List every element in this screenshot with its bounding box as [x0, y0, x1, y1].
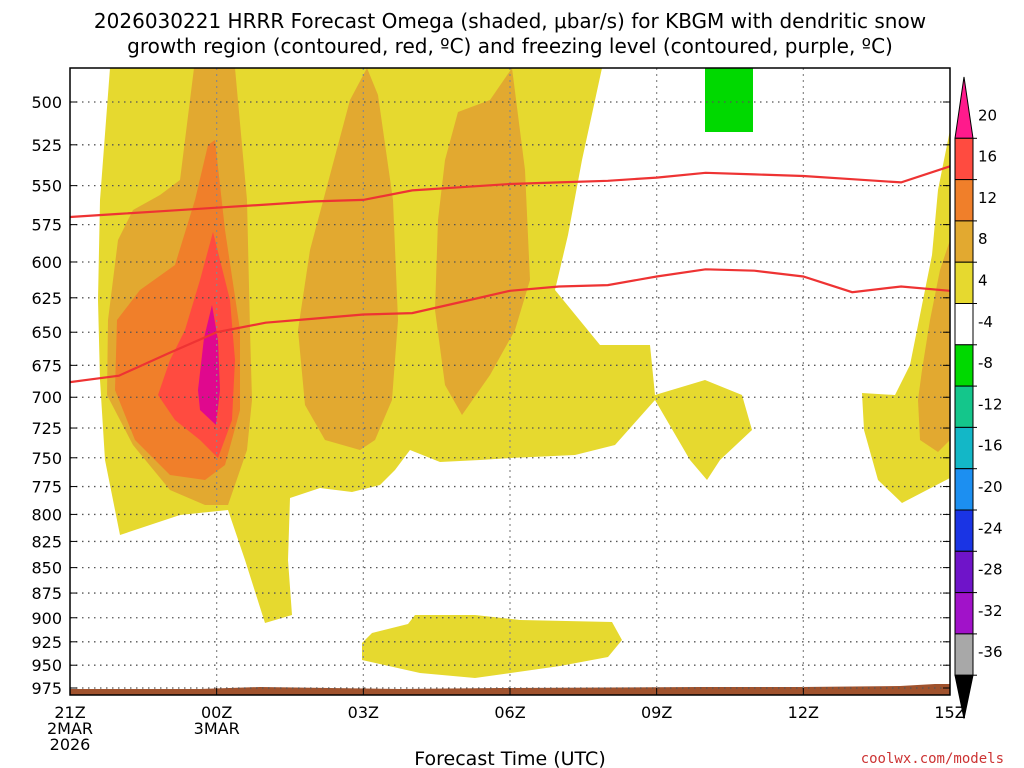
omega-band-4-8 — [98, 68, 752, 623]
y-tick-label: 625 — [31, 289, 62, 308]
dgz-upper-contour — [70, 165, 950, 219]
omega-shading — [70, 68, 950, 695]
y-tick-label: 875 — [31, 584, 62, 603]
colorbar-swatch — [954, 137, 974, 181]
colorbar-cap-bottom — [954, 674, 974, 719]
y-tick-label: 725 — [31, 419, 62, 438]
colorbar-label: -12 — [978, 395, 1003, 413]
colorbar-swatch — [954, 220, 974, 263]
colorbar-swatch — [954, 385, 974, 428]
colorbar-label: -20 — [978, 478, 1003, 496]
colorbar-label: -32 — [978, 602, 1003, 620]
colorbar-label: -8 — [978, 354, 993, 372]
grid-lines — [69, 68, 951, 695]
chart-title-line2: growth region (contoured, red, ºC) and f… — [127, 34, 893, 58]
colorbar-label: 4 — [978, 272, 988, 290]
y-tick-label: 675 — [31, 356, 62, 375]
colorbar-label: -28 — [978, 561, 1003, 579]
y-tick-label: 800 — [31, 505, 62, 524]
plot-frame — [69, 67, 951, 696]
colorbar-swatch — [954, 550, 974, 594]
y-tick-label: 900 — [31, 609, 62, 628]
y-tick-label: 500 — [31, 93, 62, 112]
x-axis-title: Forecast Time (UTC) — [414, 748, 605, 768]
omega-band-4-8-low — [362, 615, 622, 678]
colorbar-cap-top — [954, 76, 974, 139]
colorbar-label: 8 — [978, 230, 988, 248]
x-tick-label: 12Z — [788, 703, 819, 722]
x-tick-label: 09Z — [641, 703, 672, 722]
x-tick-label: 00Z — [201, 703, 232, 722]
x-tick-label: 06Z — [494, 703, 525, 722]
y-tick-label: 550 — [31, 177, 62, 196]
y-tick-label: 575 — [31, 216, 62, 235]
colorbar-swatch — [954, 261, 974, 305]
colorbar-swatch — [954, 509, 974, 552]
colorbar-swatch — [954, 468, 974, 511]
credit-text: coolwx.com/models — [861, 751, 1004, 767]
colorbar-swatch — [954, 303, 974, 346]
colorbar-label: -16 — [978, 437, 1003, 455]
omega-band-8-12-right — [918, 240, 950, 452]
y-tick-label: 975 — [31, 679, 62, 698]
y-tick-label: 700 — [31, 388, 62, 407]
y-tick-label: 650 — [31, 323, 62, 342]
omega-band-8-12-c — [435, 68, 530, 415]
colorbar-swatch — [954, 179, 974, 222]
x-tick-label: 2026 — [50, 735, 91, 754]
y-tick-label: 750 — [31, 449, 62, 468]
chart-title-line1: 2026030221 HRRR Forecast Omega (shaded, … — [94, 9, 926, 33]
omega-band-minus-8 — [705, 68, 753, 132]
colorbar-legend: 20 16 12 8 4 -4 -8 -12 -16 -20 -24 -28 -32 -36 — [954, 76, 1003, 719]
x-tick-label: 03Z — [348, 703, 379, 722]
x-tick-label: 21Z — [54, 703, 85, 722]
y-axis-pressure-labels: 500 525 550 575 600 625 650 675 700 725 750 775 800 8… — [31, 93, 62, 698]
y-tick-label: 600 — [31, 253, 62, 272]
colorbar-label: -36 — [978, 643, 1003, 661]
colorbar-label: -24 — [978, 519, 1003, 537]
y-tick-label: 825 — [31, 532, 62, 551]
omega-band-8-12-b — [298, 68, 398, 450]
y-tick-label: 850 — [31, 559, 62, 578]
colorbar-swatch — [954, 426, 974, 470]
colorbar-label: -4 — [978, 313, 993, 331]
colorbar-label: 12 — [978, 189, 997, 207]
x-tick-label: 2MAR — [47, 719, 93, 738]
colorbar-swatch — [954, 633, 974, 676]
colorbar-swatch — [954, 592, 974, 635]
y-tick-label: 775 — [31, 478, 62, 497]
colorbar-label: 16 — [978, 148, 997, 166]
colorbar-swatch — [954, 344, 974, 387]
y-tick-label: 950 — [31, 656, 62, 675]
y-tick-label: 925 — [31, 633, 62, 652]
colorbar-label: 20 — [978, 106, 997, 124]
x-tick-label: 3MAR — [194, 719, 240, 738]
dendritic-growth-zone-contours — [70, 165, 950, 384]
dgz-lower-contour — [70, 268, 950, 384]
y-tick-label: 525 — [31, 136, 62, 155]
x-tick-label: 15Z — [934, 703, 965, 722]
